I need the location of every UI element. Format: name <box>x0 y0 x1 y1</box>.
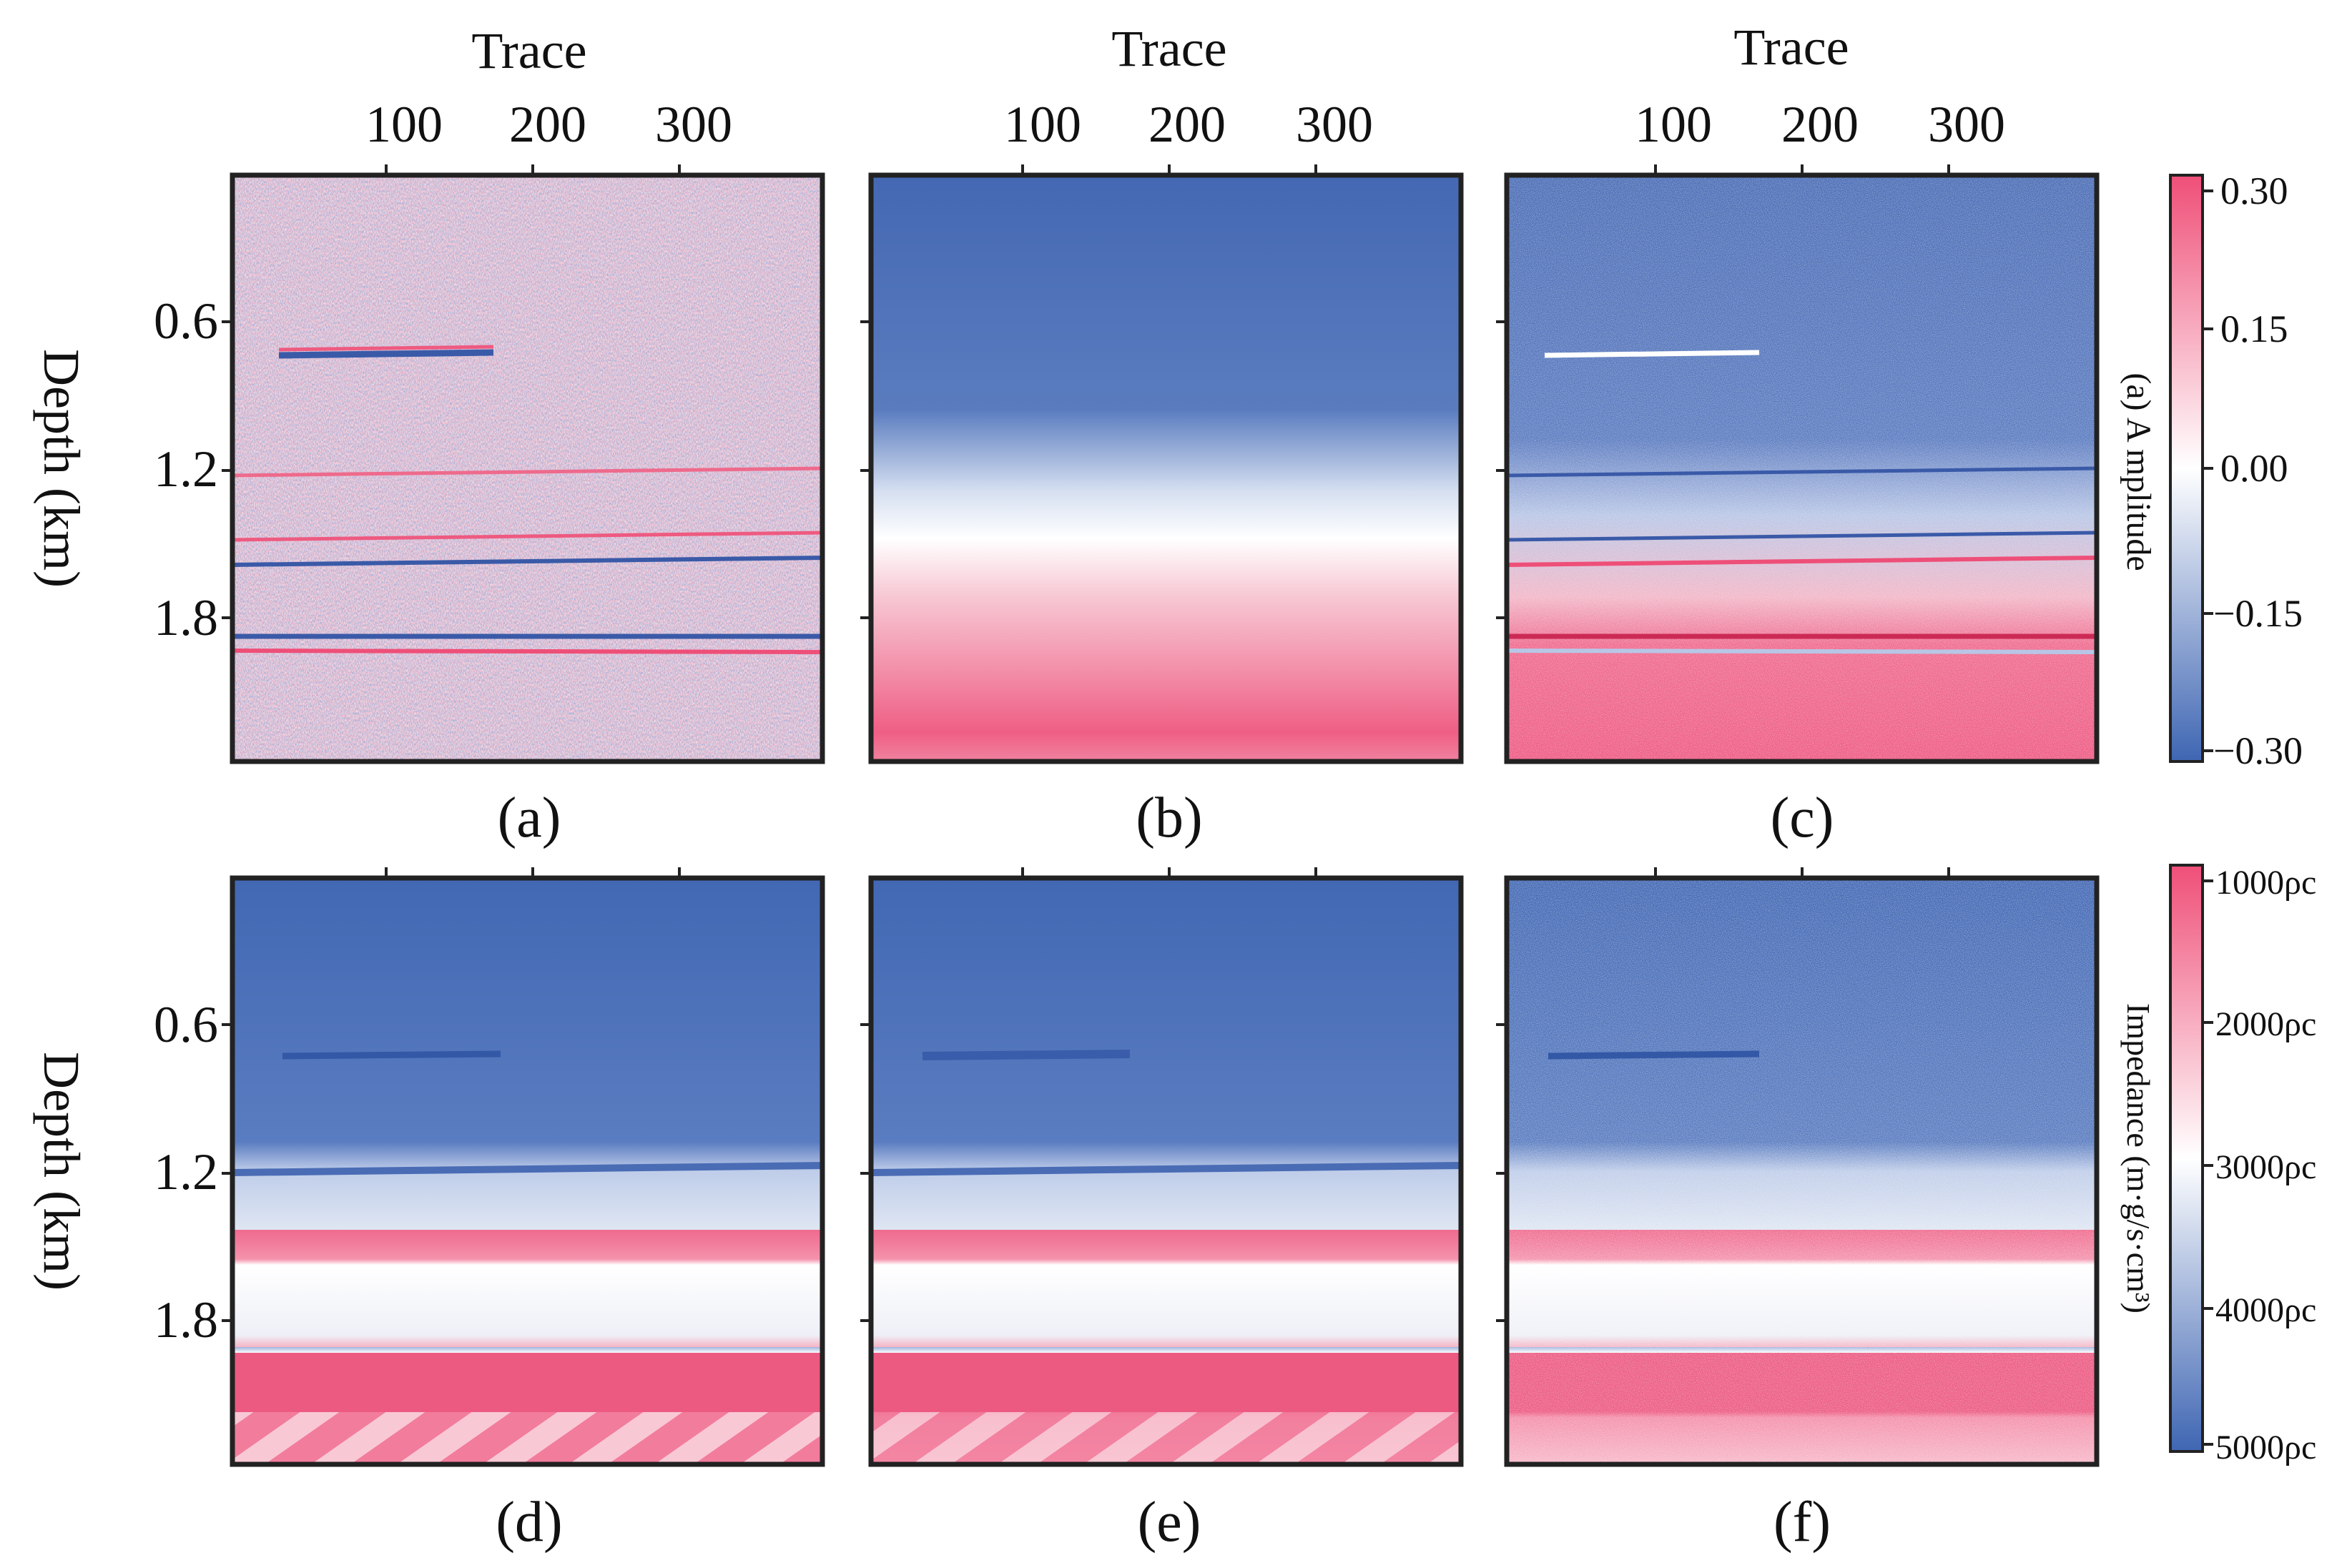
x-axis-title-c: Trace <box>1733 19 1849 76</box>
x-tick-label: 200 <box>1781 96 1859 153</box>
panel-f <box>1504 875 2100 1467</box>
y-tick-label: 0.6 <box>154 292 218 350</box>
y-tick-label: 1.8 <box>154 589 218 646</box>
panel-b-frame <box>868 172 1464 764</box>
panel-a <box>230 172 825 764</box>
colorbar-amplitude-tick-label: −0.15 <box>2213 592 2303 635</box>
panel-e <box>868 875 1464 1467</box>
panel-d-stripes <box>232 1412 822 1464</box>
x-tick-label: 300 <box>1928 96 2005 153</box>
panel-c-horizon-5 <box>1506 649 2097 654</box>
panel-c-horizon-1 <box>1506 466 2097 478</box>
panel-f-lens <box>1548 1050 1760 1060</box>
colorbar-amplitude-bar <box>2169 174 2204 763</box>
colorbar-impedance-tick-label: 3000ρc <box>2215 1148 2316 1186</box>
panel-label-a: (a) <box>498 787 561 849</box>
panel-e-lens <box>922 1050 1131 1060</box>
colorbar-amplitude-tick-label: 0.30 <box>2220 169 2288 212</box>
panel-a-frame <box>230 172 825 764</box>
colorbar-impedance: 1000ρc 2000ρc 3000ρc 4000ρc 5000ρc Imped… <box>2120 864 2316 1466</box>
panel-d-horizon <box>232 1162 823 1176</box>
panel-d-lens <box>282 1050 501 1060</box>
y-tick-marks <box>222 320 1507 1322</box>
y-tick-label: 0.6 <box>154 996 218 1053</box>
colorbar-impedance-tick-label: 1000ρc <box>2215 864 2316 902</box>
y-tick-label: 1.8 <box>154 1291 218 1348</box>
x-tick-label: 100 <box>365 96 443 153</box>
panel-label-b: (b) <box>1136 787 1202 849</box>
x-tick-label: 200 <box>1148 96 1226 153</box>
panel-a-horizon-2 <box>232 531 823 542</box>
colorbar-amplitude: 0.30 0.15 0.00 −0.15 −0.30 (a) A mplitud… <box>2120 169 2303 772</box>
y-tick-label: 1.2 <box>154 1143 218 1200</box>
x-tick-labels-top: 100 200 300 100 200 300 100 200 300 <box>365 96 2005 153</box>
panel-b-background <box>871 175 1461 761</box>
panel-f-speckle <box>1507 878 2097 1464</box>
panel-c-horizon-2 <box>1506 531 2097 542</box>
panel-e-stripes <box>871 1412 1461 1464</box>
x-tick-label: 300 <box>655 96 732 153</box>
panel-label-f: (f) <box>1773 1491 1831 1554</box>
x-tick-label: 100 <box>1004 96 1081 153</box>
panel-d <box>230 875 825 1467</box>
y-tick-label: 1.2 <box>154 440 218 498</box>
panel-label-c: (c) <box>1771 787 1834 849</box>
colorbar-amplitude-tick-label: 0.00 <box>2220 447 2288 490</box>
colorbar-impedance-label: Impedance (m·g/s·cm³) <box>2120 1003 2157 1313</box>
panel-e-horizon <box>870 1162 1462 1176</box>
colorbar-impedance-tick-label: 2000ρc <box>2215 1005 2316 1043</box>
panel-a-horizon-5 <box>232 649 823 654</box>
panel-b <box>868 172 1464 764</box>
colorbar-amplitude-label: (a) A mplitude <box>2120 373 2158 571</box>
panel-a-reflector <box>278 349 494 359</box>
x-tick-label: 100 <box>1635 96 1712 153</box>
colorbar-amplitude-tick-label: 0.15 <box>2220 307 2288 350</box>
x-axis-title-b: Trace <box>1111 20 1226 77</box>
panel-c-horizon-3 <box>1506 556 2097 567</box>
panel-c <box>1504 172 2100 764</box>
panel-c-reflector <box>1544 350 1760 358</box>
colorbar-impedance-tick-label: 4000ρc <box>2215 1291 2316 1329</box>
panel-a-horizon-3 <box>232 556 823 567</box>
y-axis-title-bottom: Depth (km) <box>33 1052 90 1291</box>
panel-d-frame <box>230 875 825 1467</box>
y-axis-title-top: Depth (km) <box>33 349 90 588</box>
panel-a-reflector-2 <box>278 345 494 352</box>
x-tick-label: 200 <box>509 96 586 153</box>
x-axis-title-a: Trace <box>471 22 586 79</box>
panel-a-horizon-1 <box>232 466 823 478</box>
colorbar-impedance-tick-label: 5000ρc <box>2215 1429 2316 1466</box>
x-tick-label: 300 <box>1296 96 1373 153</box>
x-tick-marks <box>385 164 1950 878</box>
colorbar-amplitude-tick-label: −0.30 <box>2213 729 2303 772</box>
colorbar-impedance-bar <box>2169 864 2204 1453</box>
panel-label-e: (e) <box>1138 1491 1201 1554</box>
panel-label-d: (d) <box>496 1491 562 1554</box>
panel-e-frame <box>868 875 1464 1467</box>
